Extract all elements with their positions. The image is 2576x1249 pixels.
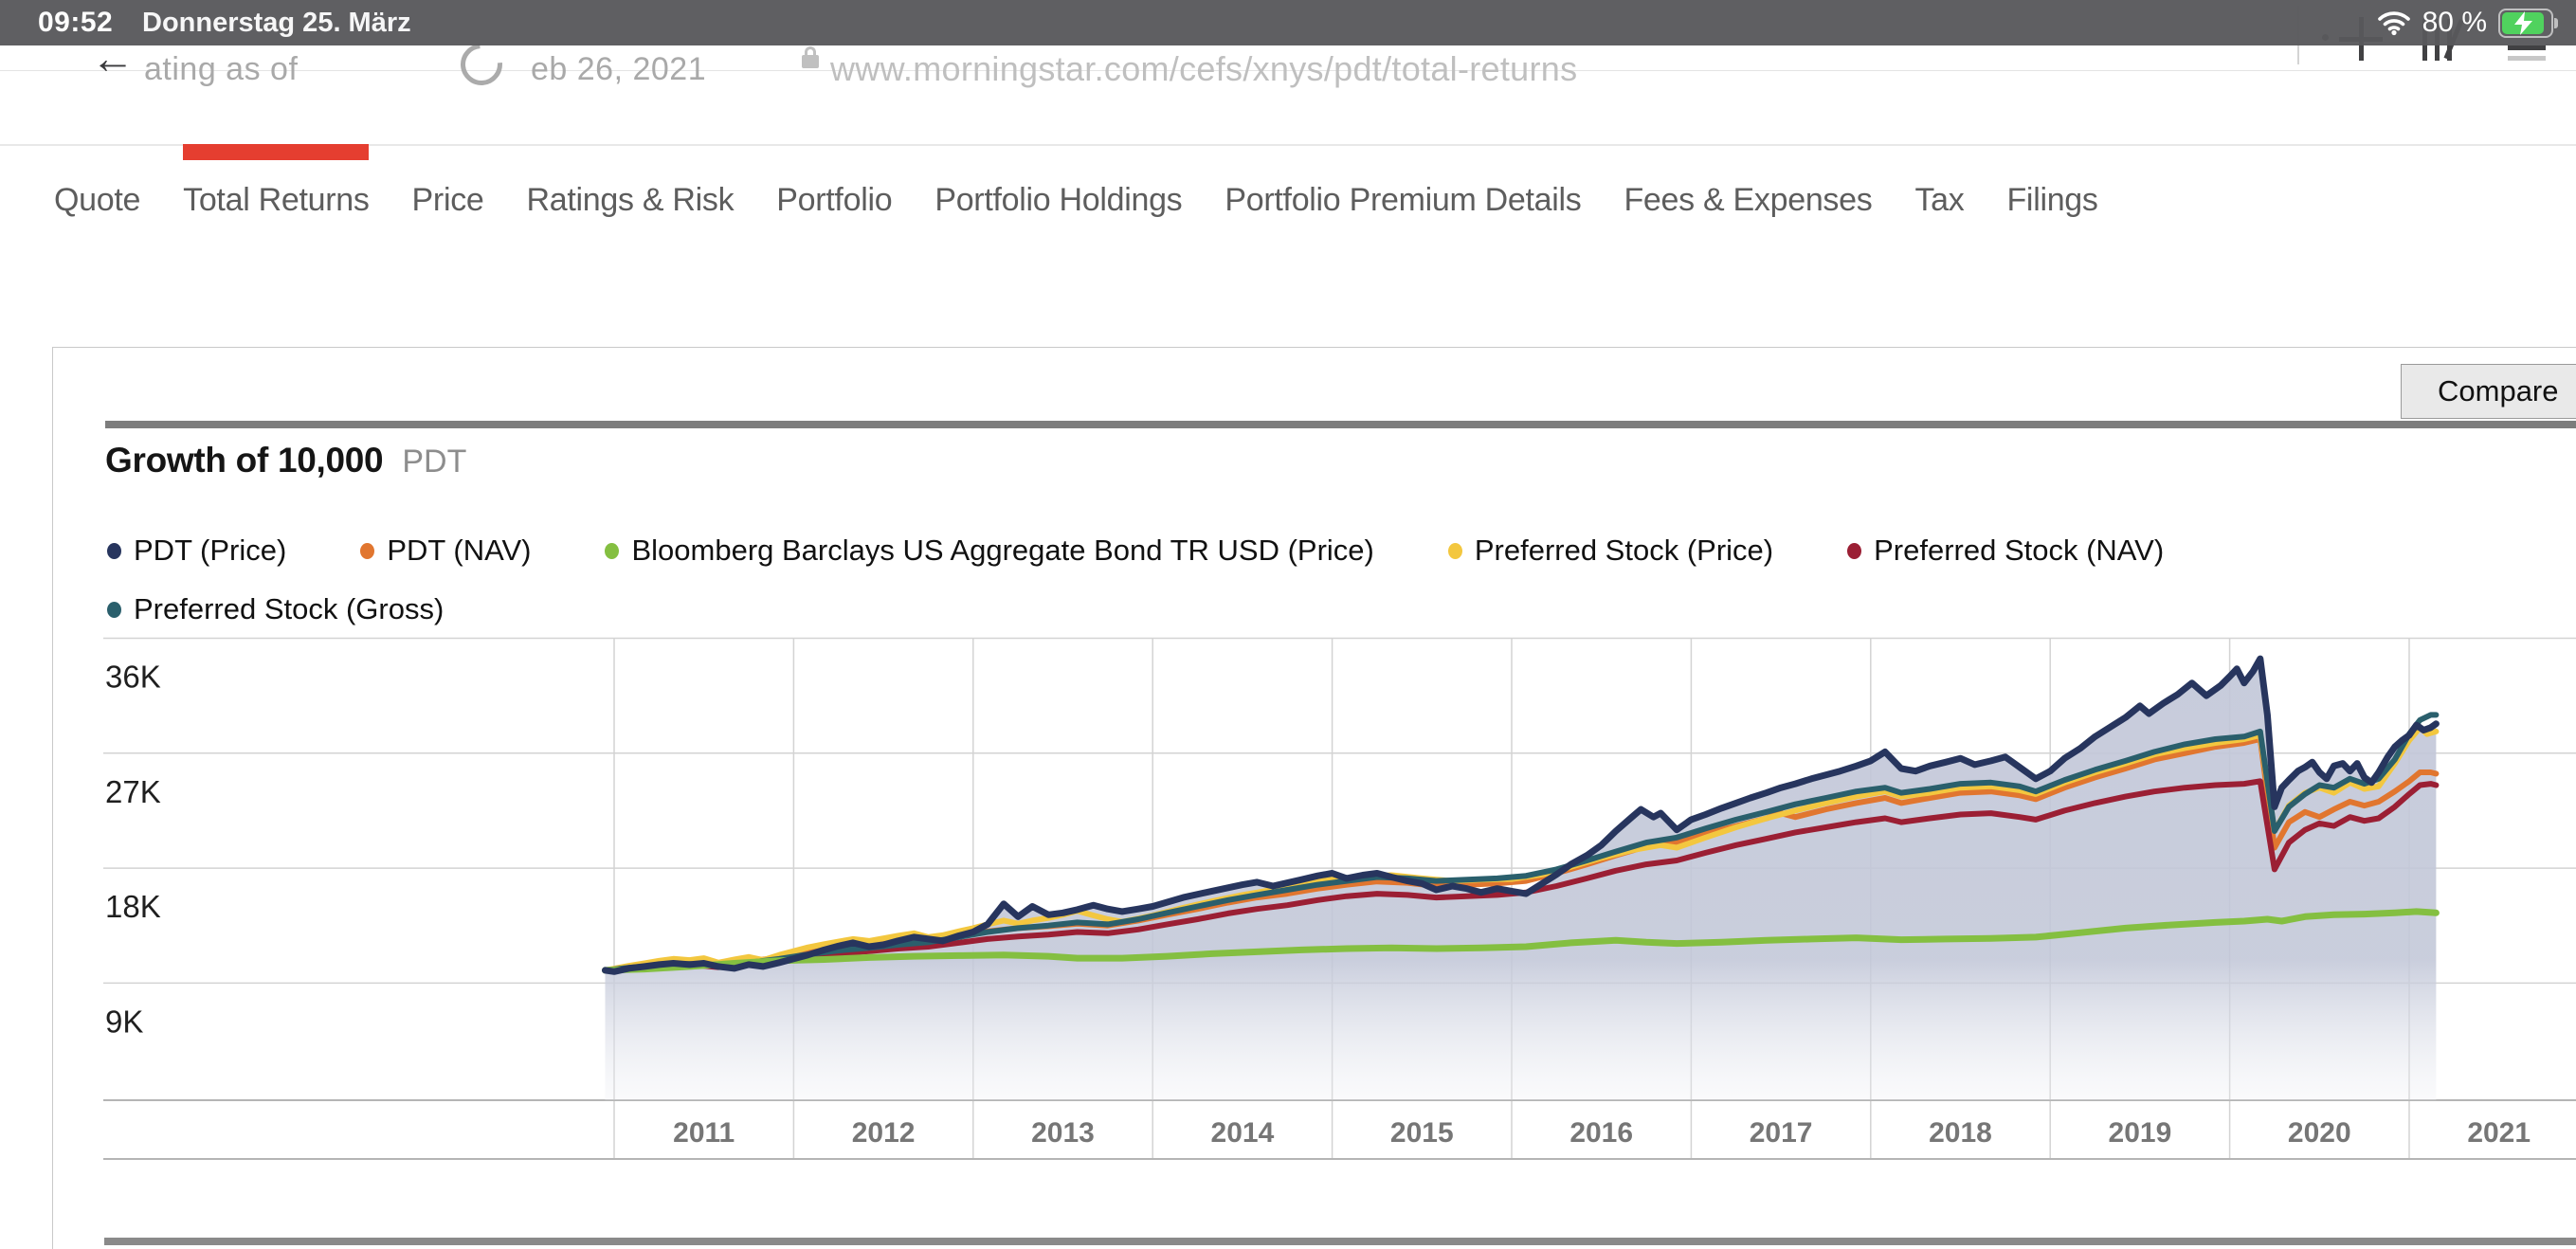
legend-label: Bloomberg Barclays US Aggregate Bond TR … <box>631 534 1374 567</box>
series-line-4 <box>602 778 2440 973</box>
legend-item[interactable]: Preferred Stock (Gross) <box>107 592 444 626</box>
section-tabs: Quote Total Returns Price Ratings & Risk Por… <box>54 182 2098 219</box>
x-axis-label: 2014 <box>1211 1117 1275 1149</box>
url-field[interactable]: www.morningstar.com/cefs/xnys/pdt/total-… <box>830 49 1578 88</box>
active-tab-indicator <box>183 144 369 160</box>
y-axis-label: 36K <box>105 659 161 694</box>
x-axis-label: 2013 <box>1031 1117 1095 1149</box>
x-axis-label: 2015 <box>1390 1117 1454 1149</box>
legend-dot-icon <box>1847 542 1862 559</box>
chart-title: Growth of 10,000 <box>105 441 384 480</box>
battery-percent: 80 % <box>2422 7 2487 38</box>
legend-dot-icon <box>107 601 121 618</box>
y-axis-label: 27K <box>105 774 161 809</box>
x-axis-label: 2018 <box>1929 1117 1992 1149</box>
x-axis-label: 2020 <box>2288 1117 2351 1149</box>
legend-label: PDT (NAV) <box>387 534 532 567</box>
legend-label: Preferred Stock (NAV) <box>1874 534 2165 567</box>
tab-tax[interactable]: Tax <box>1914 182 1965 218</box>
tab-fees-expenses[interactable]: Fees & Expenses <box>1624 182 1873 218</box>
next-section-rule <box>104 1238 2576 1245</box>
compare-button[interactable]: Compare <box>2401 364 2576 419</box>
growth-chart[interactable]: 36K 27K 18K 9K 2011 2012 2013 2014 2015 2016 2017 2… <box>53 634 2576 1165</box>
area-fill <box>605 659 2437 1100</box>
chart-legend-row-2: Preferred Stock (Gross) <box>107 592 444 626</box>
x-axis-label: 2021 <box>2467 1117 2531 1149</box>
total-returns-panel: Compare Growth of 10,000 PDT PDT (Price) P… <box>52 347 2576 1249</box>
legend-dot-icon <box>1447 542 1462 559</box>
legend-item[interactable]: Preferred Stock (NAV) <box>1847 534 2164 568</box>
tab-portfolio-holdings[interactable]: Portfolio Holdings <box>934 182 1183 218</box>
tabs-divider <box>0 144 2576 146</box>
page-ghost-text-rating: ating as of <box>144 51 299 87</box>
menu-icon[interactable] <box>2508 45 2546 61</box>
legend-dot-icon <box>605 542 620 559</box>
x-axis-label: 2016 <box>1569 1117 1633 1149</box>
status-bar: 09:52 Donnerstag 25. März 80 % <box>0 0 2576 45</box>
legend-item[interactable]: Bloomberg Barclays US Aggregate Bond TR … <box>605 534 1374 568</box>
wifi-icon <box>2377 11 2410 36</box>
x-axis-label: 2017 <box>1750 1117 1813 1149</box>
y-axis-label: 18K <box>105 889 161 924</box>
clock: 09:52 <box>38 7 114 38</box>
status-date: Donnerstag 25. März <box>142 8 411 38</box>
lock-icon <box>802 46 819 68</box>
tab-filings[interactable]: Filings <box>2006 182 2098 218</box>
legend-label: Preferred Stock (Gross) <box>134 592 444 625</box>
legend-item[interactable]: PDT (NAV) <box>360 534 531 568</box>
legend-dot-icon <box>107 542 121 559</box>
x-axis-label: 2019 <box>2109 1117 2172 1149</box>
battery-charging-icon <box>2498 8 2558 38</box>
page-ghost-text-date: eb 26, 2021 <box>531 51 707 87</box>
legend-label: PDT (Price) <box>134 534 287 567</box>
legend-dot-icon <box>360 542 375 559</box>
legend-label: Preferred Stock (Price) <box>1474 534 1774 567</box>
tab-quote[interactable]: Quote <box>54 182 141 218</box>
tab-portfolio[interactable]: Portfolio <box>776 182 893 218</box>
section-rule <box>105 421 2576 428</box>
tab-total-returns[interactable]: Total Returns <box>183 182 370 218</box>
legend-item[interactable]: PDT (Price) <box>107 534 286 568</box>
legend-item[interactable]: Preferred Stock (Price) <box>1447 534 1774 568</box>
tab-ratings-risk[interactable]: Ratings & Risk <box>526 182 735 218</box>
x-axis-label: 2011 <box>673 1117 735 1149</box>
toolbar-bottom-border <box>0 70 2576 71</box>
chart-ticker: PDT <box>402 443 467 480</box>
tab-portfolio-premium-details[interactable]: Portfolio Premium Details <box>1225 182 1582 218</box>
chart-legend-row-1: PDT (Price) PDT (NAV) Bloomberg Barclays U… <box>107 534 2164 568</box>
y-axis-label: 9K <box>105 1004 143 1039</box>
series-line-2 <box>602 908 2440 974</box>
x-axis-label: 2012 <box>852 1117 916 1149</box>
series-line-0 <box>602 655 2440 975</box>
tab-price[interactable]: Price <box>411 182 484 218</box>
